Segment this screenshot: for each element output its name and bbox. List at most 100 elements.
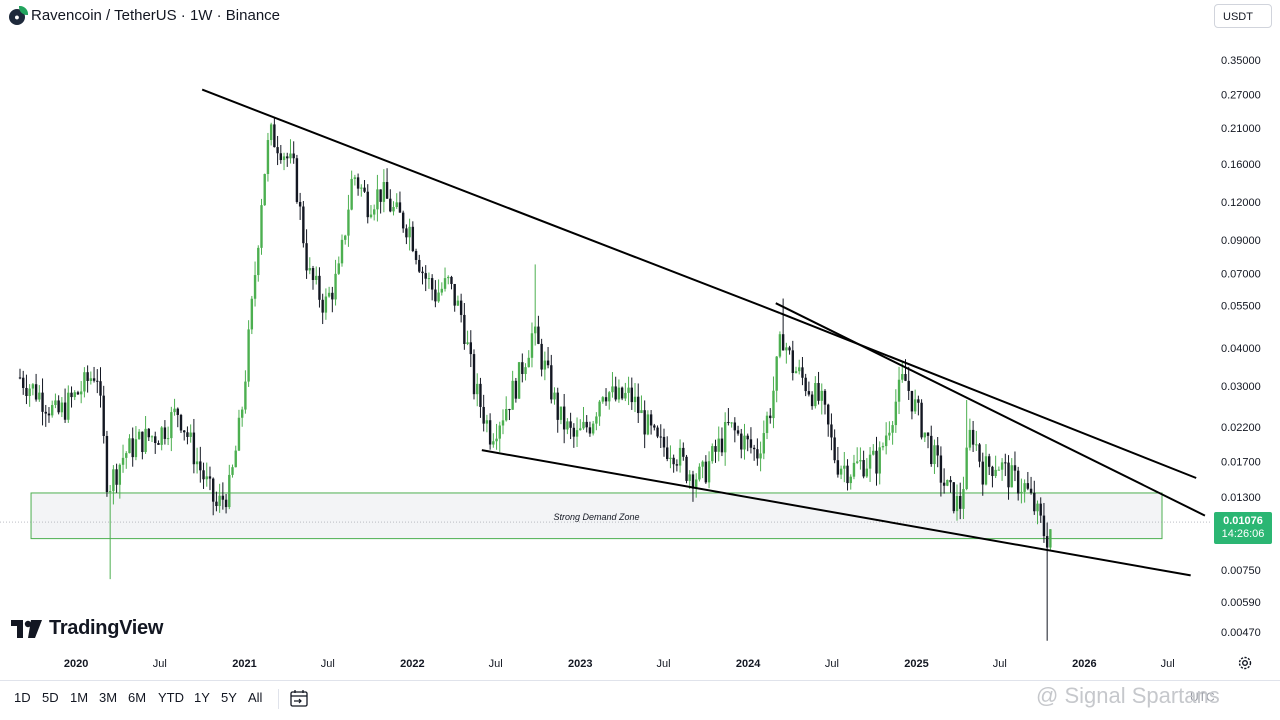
candle-body (469, 342, 472, 355)
current-price-badge: 0.01076 14:26:06 (1214, 512, 1272, 544)
y-tick-label: 0.12000 (1221, 197, 1261, 209)
candle-body (199, 461, 202, 471)
candle-body (308, 268, 311, 271)
candle-body (154, 436, 157, 444)
candle-body (466, 342, 469, 344)
candle-body (675, 464, 679, 466)
range-button-all[interactable]: All (248, 690, 263, 705)
candle-body (31, 384, 35, 389)
symbol-title[interactable]: Ravencoin / TetherUS · 1W · Binance (31, 7, 281, 24)
gear-icon[interactable] (1237, 655, 1253, 671)
candle-body (25, 387, 28, 397)
range-button-3m[interactable]: 3M (99, 690, 118, 705)
candle-body (579, 428, 582, 431)
candle-body (669, 457, 672, 460)
timezone-label[interactable]: UTC (1190, 690, 1215, 704)
candle-body (511, 380, 514, 410)
range-button-ytd[interactable]: YTD (158, 690, 184, 705)
candle-body (347, 209, 350, 236)
candle-body (231, 467, 234, 475)
candle-body (125, 453, 128, 458)
candle-body (250, 298, 254, 330)
candle-body (897, 379, 901, 402)
candle-body (414, 251, 418, 260)
candle-body (965, 447, 968, 490)
time-axis[interactable]: 2020 Jul 2021 Jul 2022 Jul 2023 Jul 2024 Jul 2025 J… (64, 658, 1175, 670)
candle-body (437, 292, 440, 302)
tradingview-logo-icon (11, 620, 42, 638)
candle-body (476, 383, 479, 395)
candle-body (389, 198, 392, 212)
candle-body (269, 124, 273, 141)
candle-body (553, 392, 556, 400)
trendline-lower-resistance-line[interactable] (775, 302, 1206, 517)
candle-body (1013, 465, 1017, 471)
candle-body (137, 431, 141, 440)
candle-body (672, 457, 675, 465)
candle-body (492, 441, 495, 445)
y-tick-label: 0.00470 (1221, 627, 1261, 639)
candle-body (260, 205, 263, 248)
candle-body (453, 283, 456, 306)
candle-body (749, 439, 753, 448)
candle-body (398, 202, 402, 213)
currency-selector[interactable]: USDT (1214, 4, 1272, 28)
range-button-1y[interactable]: 1Y (194, 690, 210, 705)
candle-body (102, 395, 105, 436)
candle-body (984, 456, 988, 485)
candle-body (295, 158, 299, 202)
candle-body (810, 394, 814, 407)
x-tick-label: Jul (1161, 658, 1175, 670)
candle-body (205, 476, 208, 480)
candle-body (276, 147, 279, 154)
candle-body (57, 400, 60, 413)
candle-body (430, 278, 434, 290)
candle-body (340, 239, 344, 264)
candle-body (727, 422, 730, 424)
candle-body (640, 410, 643, 414)
candle-body (830, 424, 833, 438)
candle-body (942, 482, 946, 486)
candle-body (28, 388, 31, 397)
range-button-6m[interactable]: 6M (128, 690, 147, 705)
calendar-icon[interactable] (289, 689, 309, 707)
candle-body (682, 447, 685, 457)
candle-body (418, 259, 421, 272)
candle-body (926, 432, 930, 436)
price-axis[interactable]: 0.35000 0.27000 0.21000 0.16000 0.12000 0.090… (1212, 34, 1280, 644)
y-tick-label: 0.27000 (1221, 89, 1261, 101)
candle-body (192, 432, 196, 465)
y-tick-label: 0.00590 (1221, 597, 1261, 609)
candle-body (694, 479, 698, 489)
candle-body (952, 482, 955, 512)
candle-body (170, 412, 173, 439)
range-button-5d[interactable]: 5D (42, 690, 59, 705)
candle-body (327, 292, 331, 297)
candle-body (318, 275, 321, 300)
candle-body (550, 365, 553, 400)
candle-body (546, 360, 550, 366)
y-tick-label: 0.09000 (1221, 235, 1261, 247)
candle-body (662, 436, 666, 448)
candle-body (18, 377, 22, 379)
trendline-support-line[interactable] (481, 449, 1191, 577)
candle-body (691, 474, 695, 489)
candle-body (959, 495, 962, 509)
y-tick-label: 0.16000 (1221, 159, 1261, 171)
bottom-toolbar: 1D 5D 1M 3M 6M YTD 1Y 5Y All (0, 680, 1280, 719)
candle-body (183, 430, 186, 433)
candle-body (385, 182, 389, 199)
range-button-1d[interactable]: 1D (14, 690, 31, 705)
candle-body (234, 450, 237, 468)
candle-body (807, 391, 811, 395)
x-tick-label: 2022 (400, 658, 424, 670)
candle-body (456, 300, 460, 306)
candle-body (923, 432, 927, 438)
candle-body (804, 377, 807, 392)
candle-body (685, 456, 688, 481)
trendline-upper-falling-wedge-line[interactable] (779, 312, 1197, 479)
range-button-1m[interactable]: 1M (70, 690, 89, 705)
range-button-5y[interactable]: 5Y (221, 690, 237, 705)
trendline-descending-resistance[interactable] (201, 88, 781, 314)
